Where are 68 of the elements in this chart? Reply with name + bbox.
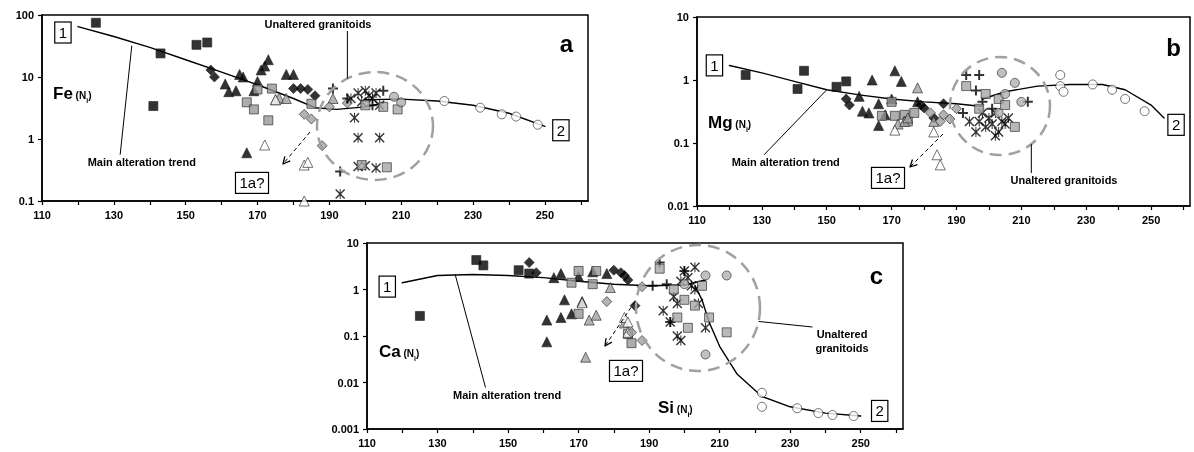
x-tick-label: 150 [498, 436, 518, 449]
annotation: Unaltered granitoids [264, 18, 372, 30]
x-tick-label: 250 [851, 436, 870, 449]
y-tick-label: 0.1 [673, 137, 689, 149]
y-axis-title: Ca (N$_{i}$) [379, 342, 420, 362]
x-tick-label: 150 [176, 208, 195, 221]
x-tick-label: 130 [104, 208, 124, 221]
annotation: 1a? [239, 174, 265, 192]
y-axis-title: Mg (N$_{i}$) [708, 113, 752, 133]
x-tick-label: 130 [752, 213, 772, 226]
annotation: 1 [710, 56, 719, 74]
x-tick-label: 250 [1141, 213, 1161, 226]
x-tick-label: 210 [710, 436, 729, 449]
x-tick-label: 170 [569, 436, 588, 449]
annotation: 1a? [613, 362, 639, 380]
x-tick-label: 230 [780, 436, 800, 449]
x-tick-label: 190 [320, 208, 339, 221]
x-tick-label: 110 [688, 213, 706, 226]
boxed-label: 1 [54, 21, 72, 44]
y-tick-label: 1 [682, 74, 689, 86]
x-tick-label: 190 [639, 436, 659, 449]
y-tick-label: 10 [346, 237, 359, 249]
boxed-label: 1a? [234, 171, 270, 194]
annotation: 1 [58, 24, 68, 41]
text: c [869, 261, 884, 289]
boxed-label: 1a? [870, 166, 906, 189]
x-tick-label: 150 [817, 213, 836, 226]
text: b [1166, 33, 1182, 61]
annotation: 2 [1171, 116, 1181, 134]
boxed-label: 1 [378, 275, 397, 298]
y-tick-label: 0.001 [331, 423, 359, 435]
x-tick-label: 130 [428, 436, 447, 449]
x-tick-label: 230 [463, 208, 483, 221]
y-tick-label: 10 [21, 71, 34, 83]
boxed-label: 1 [705, 54, 724, 77]
y-tick-label: 100 [15, 9, 34, 21]
boxed-label: 2 [870, 399, 889, 423]
annotation: 2 [875, 402, 884, 420]
x-tick-label: 250 [535, 208, 555, 221]
annotation: 1 [383, 278, 392, 296]
x-axis-title: Si (N$_{i}$) [658, 398, 693, 418]
x-tick-label: 190 [947, 213, 966, 226]
y-axis-title: Fe (N$_{i}$) [53, 84, 92, 104]
x-tick-label: 170 [248, 208, 267, 221]
annotation: Main alteration trend [731, 155, 840, 168]
y-tick-label: 0.01 [337, 376, 359, 389]
annotation: Unaltered granitoids [1010, 174, 1118, 186]
x-tick-label: 110 [358, 436, 376, 449]
y-tick-label: 1 [27, 133, 34, 145]
y-tick-label: 0.1 [18, 195, 34, 207]
annotation: Main alteration trend [453, 388, 562, 401]
x-tick-label: 230 [1077, 213, 1096, 226]
boxed-label: 2 [1167, 113, 1185, 136]
annotation: 1a? [875, 169, 901, 187]
x-tick-label: 110 [33, 208, 51, 221]
y-tick-label: 0.01 [667, 200, 689, 212]
annotation: 2 [556, 121, 566, 139]
text: a [559, 29, 574, 57]
annotation: Unaltered granitoids [815, 328, 869, 354]
boxed-label: 1a? [608, 359, 644, 382]
boxed-label: 2 [552, 119, 570, 142]
y-tick-label: 0.1 [343, 330, 359, 342]
y-tick-label: 10 [676, 11, 689, 23]
annotation: Main alteration trend [87, 155, 196, 168]
x-tick-label: 210 [1012, 213, 1031, 226]
x-tick-label: 170 [882, 213, 901, 226]
x-tick-label: 210 [392, 208, 411, 221]
y-tick-label: 1 [352, 283, 359, 296]
